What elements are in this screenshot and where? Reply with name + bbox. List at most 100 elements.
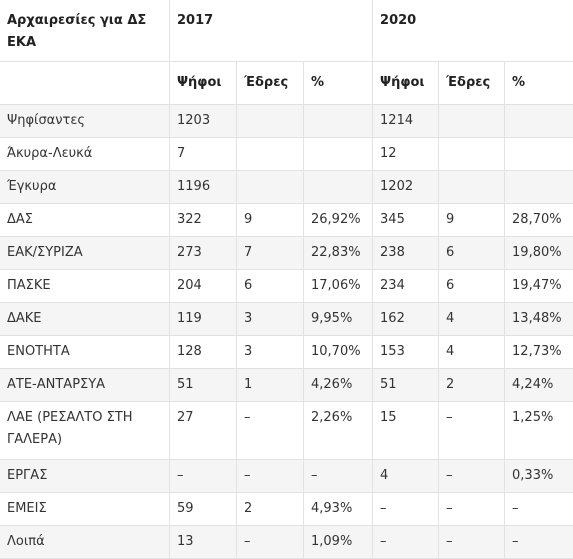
cell-votes-2017: 119 [169,302,237,336]
cell-percent-2020: 19,47% [504,269,573,303]
cell-percent-2017: 9,95% [302,302,374,336]
cell-percent-2020: 0,33% [504,459,573,493]
cell-percent-2020: 19,80% [504,236,573,270]
cell-seats-2017 [236,104,304,138]
cell-votes-2020: 4 [372,459,440,493]
cell-seats-2017: 3 [236,335,304,369]
year-2017-header: 2017 [168,0,374,62]
cell-votes-2020: 12 [372,137,440,171]
cell-seats-2020: 6 [438,269,506,303]
cell-percent-2020: 1,25% [504,401,573,460]
cell-votes-2017: 13 [169,525,237,559]
cell-percent-2020: 4,24% [504,368,573,402]
table-row: ΔΑΚΕ 119 3 9,95% 162 4 13,48% [0,302,573,336]
cell-votes-2017: 51 [169,368,237,402]
cell-votes-2020: 234 [372,269,440,303]
cell-seats-2017: – [236,525,304,559]
cell-seats-2017: 2 [236,492,304,526]
cell-votes-2017: 7 [169,137,237,171]
cell-votes-2020: 153 [372,335,440,369]
table-row: ΛΑΕ (ΡΕΣΑΛΤΟ ΣΤΗ ΓΑΛΕΡΑ) 27–2,26% 15–1,25% [0,401,573,460]
row-label: ΔΑΣ [0,203,170,237]
cell-percent-2017: 2,26% [302,401,374,460]
row-label: ΕΜΕΙΣ [0,492,170,526]
percent-header-2020: % [504,61,573,105]
row-label: ΕΡΓΑΣ [0,459,170,493]
cell-percent-2020 [504,104,573,138]
cell-seats-2020: 6 [438,236,506,270]
table-row: ΑΤΕ-ΑΝΤΑΡΣΥΑ 51 1 4,26% 51 2 4,24% [0,368,573,402]
cell-votes-2020: – [372,525,440,559]
cell-votes-2020: 345 [372,203,440,237]
cell-seats-2017 [236,170,304,204]
cell-seats-2017: 1 [236,368,304,402]
cell-seats-2017: 7 [236,236,304,270]
row-label: ΠΑΣΚΕ [0,269,170,303]
cell-percent-2020: 13,48% [504,302,573,336]
cell-percent-2020: 12,73% [504,335,573,369]
cell-votes-2017: 128 [169,335,237,369]
row-label: ΕΝΟΤΗΤΑ [0,335,170,369]
cell-percent-2017 [302,137,374,171]
row-label: ΕΑΚ/ΣΥΡΙΖΑ [0,236,170,270]
table-row: ΕΝΟΤΗΤΑ 128 3 10,70% 153 4 12,73% [0,335,573,369]
cell-seats-2020 [438,170,506,204]
percent-header-2017: % [302,61,374,105]
table-row: ΠΑΣΚΕ 204 6 17,06% 234 6 19,47% [0,269,573,303]
cell-votes-2020: 15 [372,401,440,460]
table-row: Λοιπά 13–1,09% – – – [0,525,573,559]
row-label: Ψηφίσαντες [0,104,170,138]
cell-percent-2020 [504,170,573,204]
cell-seats-2017: 6 [236,269,304,303]
cell-seats-2020: – [438,492,506,526]
cell-percent-2017 [302,104,374,138]
cell-percent-2017 [302,170,374,204]
row-label: Λοιπά [0,525,170,559]
row-label: ΛΑΕ (ΡΕΣΑΛΤΟ ΣΤΗ ΓΑΛΕΡΑ) [0,401,170,460]
empty-header-cell [0,61,170,105]
table-row: ΕΜΕΙΣ 59 2 4,93% – – – [0,492,573,526]
cell-seats-2020: 2 [438,368,506,402]
cell-percent-2017: 22,83% [302,236,374,270]
cell-votes-2017: 322 [169,203,237,237]
cell-percent-2017: 4,93% [302,492,374,526]
cell-percent-2017: 1,09% [302,525,374,559]
table-row: Ψηφίσαντες 1203 1214 [0,104,573,138]
cell-percent-2017: 26,92% [302,203,374,237]
cell-seats-2017: – [236,401,304,460]
cell-seats-2020 [438,104,506,138]
cell-percent-2020: – [504,525,573,559]
cell-votes-2020: 1214 [372,104,440,138]
cell-votes-2020: 51 [372,368,440,402]
table-title: Αρχαιρεσίες για ΔΣ ΕΚΑ [0,0,170,62]
cell-seats-2020: – [438,525,506,559]
cell-seats-2020: – [438,459,506,493]
row-label: ΔΑΚΕ [0,302,170,336]
row-label: Έγκυρα [0,170,170,204]
table-row: Άκυρα-Λευκά 7 12 [0,137,573,171]
cell-votes-2017: 204 [169,269,237,303]
cell-percent-2017: – [302,459,374,493]
row-label: Άκυρα-Λευκά [0,137,170,171]
cell-percent-2017: 10,70% [302,335,374,369]
header-row: Αρχαιρεσίες για ΔΣ ΕΚΑ 2017 2020 [0,0,573,62]
subheader-row: Ψήφοι Έδρες % Ψήφοι Έδρες % [0,61,573,105]
table-row: ΕΡΓΑΣ – – –4–0,33% [0,459,573,493]
cell-seats-2020: – [438,401,506,460]
cell-percent-2017: 4,26% [302,368,374,402]
cell-votes-2017: 1203 [169,104,237,138]
row-label: ΑΤΕ-ΑΝΤΑΡΣΥΑ [0,368,170,402]
cell-votes-2017: – [169,459,237,493]
cell-percent-2020: – [504,492,573,526]
cell-seats-2017: 3 [236,302,304,336]
cell-votes-2020: 1202 [372,170,440,204]
cell-percent-2020 [504,137,573,171]
cell-seats-2017: 9 [236,203,304,237]
cell-seats-2020 [438,137,506,171]
cell-votes-2020: 162 [372,302,440,336]
seats-header-2020: Έδρες [438,61,506,105]
cell-votes-2020: – [372,492,440,526]
cell-seats-2017 [236,137,304,171]
table-row: ΔΑΣ 322 9 26,92% 345 9 28,70% [0,203,573,237]
